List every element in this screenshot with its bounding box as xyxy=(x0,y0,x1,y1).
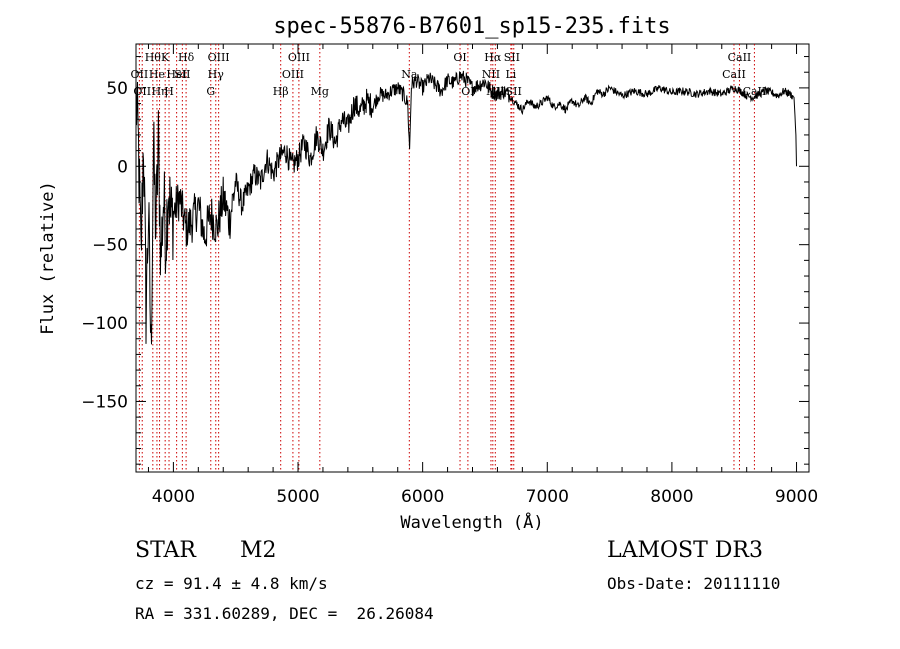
spectral-line-markers xyxy=(138,44,755,472)
line-label-8: SII xyxy=(174,68,190,81)
line-label-10: G xyxy=(206,85,215,98)
line-label-20: NII xyxy=(482,68,500,81)
line-label-19: OI xyxy=(461,85,474,98)
line-label-6: H xyxy=(164,85,174,98)
object-class: STAR xyxy=(135,538,196,563)
line-label-14: OIII xyxy=(282,68,304,81)
line-label-27: CaII xyxy=(728,51,752,64)
x-tick-label-0: 4000 xyxy=(152,487,195,507)
y-tick-label-2: −50 xyxy=(92,236,128,256)
x-tick-label-1: 5000 xyxy=(276,487,319,507)
line-label-12: OIII xyxy=(208,51,230,64)
x-tick-label-2: 6000 xyxy=(401,487,444,507)
coordinates-text: RA = 331.60289, DEC = 26.26084 xyxy=(135,604,434,623)
obs-date: Obs-Date: 20111110 xyxy=(607,574,781,593)
redshift-text: cz = 91.4 ± 4.8 km/s xyxy=(135,574,328,593)
line-label-23: Li xyxy=(505,68,516,81)
line-label-11: Hγ xyxy=(208,68,225,81)
x-tick-label-3: 7000 xyxy=(526,487,569,507)
line-label-26: CaII xyxy=(722,68,746,81)
spectral-line-labels: OIIOIIHθHeHηKHHeISIIHδGHγOIIIHβOIIIOIIIM… xyxy=(131,51,767,98)
line-label-18: OI xyxy=(453,51,466,64)
x-tick-label-4: 8000 xyxy=(650,487,693,507)
line-label-7: HeI xyxy=(166,68,186,81)
x-axis-label: Wavelength (Å) xyxy=(400,511,543,533)
line-label-13: Hβ xyxy=(273,85,289,98)
y-tick-label-1: −100 xyxy=(81,314,128,334)
y-axis-label: Flux (relative) xyxy=(38,181,58,335)
object-subclass: M2 xyxy=(240,538,277,563)
line-label-15: OIII xyxy=(288,51,310,64)
y-tick-label-3: 0 xyxy=(117,157,128,177)
survey-name: LAMOST DR3 xyxy=(607,538,763,563)
line-label-17: Na xyxy=(401,68,418,81)
line-label-3: He xyxy=(149,68,165,81)
line-label-2: Hθ xyxy=(145,51,162,64)
spectrum-line xyxy=(135,70,797,345)
line-label-9: Hδ xyxy=(178,51,195,64)
line-label-4: Hη xyxy=(151,85,167,98)
chart-title: spec-55876-B7601_sp15-235.fits xyxy=(273,14,670,39)
x-tick-label-5: 9000 xyxy=(775,487,818,507)
line-label-21: Hα xyxy=(484,51,502,64)
x-axis: 4000 5000 6000 7000 8000 9000 xyxy=(147,44,818,507)
y-tick-label-4: 50 xyxy=(106,79,128,99)
line-label-5: K xyxy=(161,51,170,64)
y-tick-label-0: −150 xyxy=(81,392,128,412)
line-label-0: OII xyxy=(131,68,149,81)
line-label-24: SII xyxy=(504,51,520,64)
y-axis: −150 −100 −50 0 50 xyxy=(81,56,809,465)
line-label-16: Mg xyxy=(311,85,329,98)
plot-frame xyxy=(135,43,810,473)
